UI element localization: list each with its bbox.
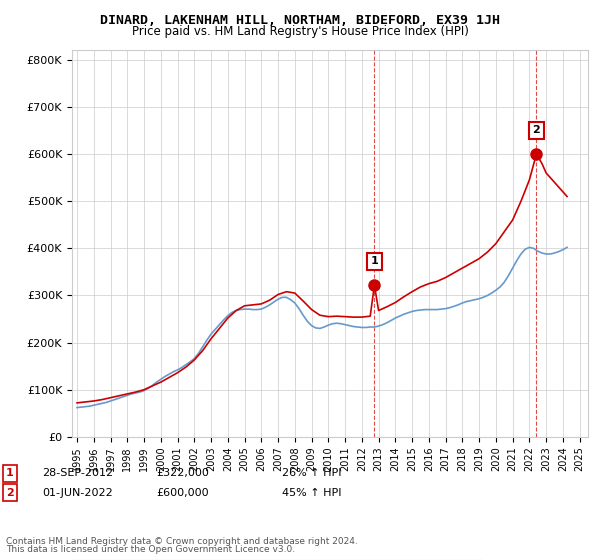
Text: £600,000: £600,000 xyxy=(156,488,209,498)
Text: DINARD, LAKENHAM HILL, NORTHAM, BIDEFORD, EX39 1JH: DINARD, LAKENHAM HILL, NORTHAM, BIDEFORD… xyxy=(100,14,500,27)
Text: 28-SEP-2012: 28-SEP-2012 xyxy=(42,468,113,478)
Text: 1: 1 xyxy=(6,468,14,478)
Text: 2: 2 xyxy=(6,488,14,498)
Text: £322,000: £322,000 xyxy=(156,468,209,478)
Text: 26% ↑ HPI: 26% ↑ HPI xyxy=(282,468,341,478)
Text: 1: 1 xyxy=(371,256,378,266)
Text: Price paid vs. HM Land Registry's House Price Index (HPI): Price paid vs. HM Land Registry's House … xyxy=(131,25,469,38)
Text: Contains HM Land Registry data © Crown copyright and database right 2024.: Contains HM Land Registry data © Crown c… xyxy=(6,537,358,546)
Text: 2: 2 xyxy=(533,125,540,135)
Text: 01-JUN-2022: 01-JUN-2022 xyxy=(42,488,113,498)
Text: 45% ↑ HPI: 45% ↑ HPI xyxy=(282,488,341,498)
Text: This data is licensed under the Open Government Licence v3.0.: This data is licensed under the Open Gov… xyxy=(6,545,295,554)
